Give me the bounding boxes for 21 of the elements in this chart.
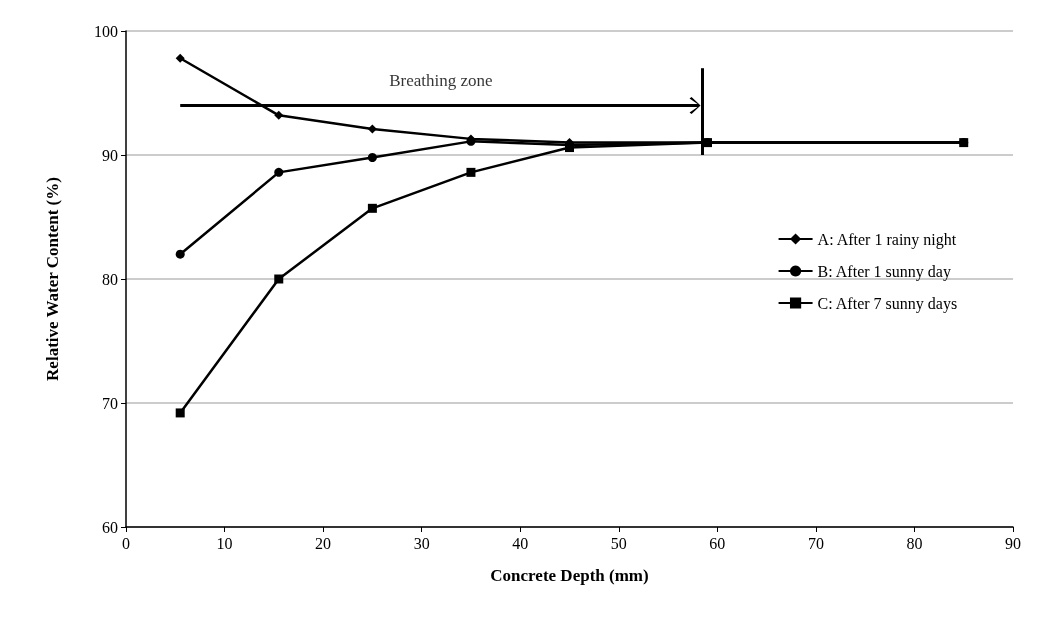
y-tick-label: 90 <box>102 146 118 164</box>
legend-label: B: After 1 sunny day <box>817 262 951 281</box>
x-tick-label: 20 <box>315 534 332 552</box>
x-tick-label: 50 <box>610 534 627 552</box>
y-tick-label: 100 <box>94 22 118 40</box>
y-axis-title: Relative Water Content (%) <box>43 177 62 381</box>
x-axis-title: Concrete Depth (mm) <box>490 566 649 585</box>
x-tick-label: 40 <box>512 534 529 552</box>
x-tick-label: 80 <box>906 534 923 552</box>
legend-label: C: After 7 sunny days <box>817 294 958 313</box>
annotation: Breathing zone <box>389 71 493 91</box>
legend-label: A: After 1 rainy night <box>817 230 957 249</box>
y-tick-label: 70 <box>102 394 118 412</box>
y-tick-label: 60 <box>102 518 118 536</box>
y-tick-label: 80 <box>102 270 118 288</box>
x-tick-label: 30 <box>413 534 430 552</box>
x-tick-label: 90 <box>1005 534 1021 552</box>
x-tick-label: 60 <box>709 534 726 552</box>
x-tick-label: 10 <box>216 534 233 552</box>
x-tick-label: 0 <box>122 534 130 552</box>
x-tick-label: 70 <box>807 534 824 552</box>
